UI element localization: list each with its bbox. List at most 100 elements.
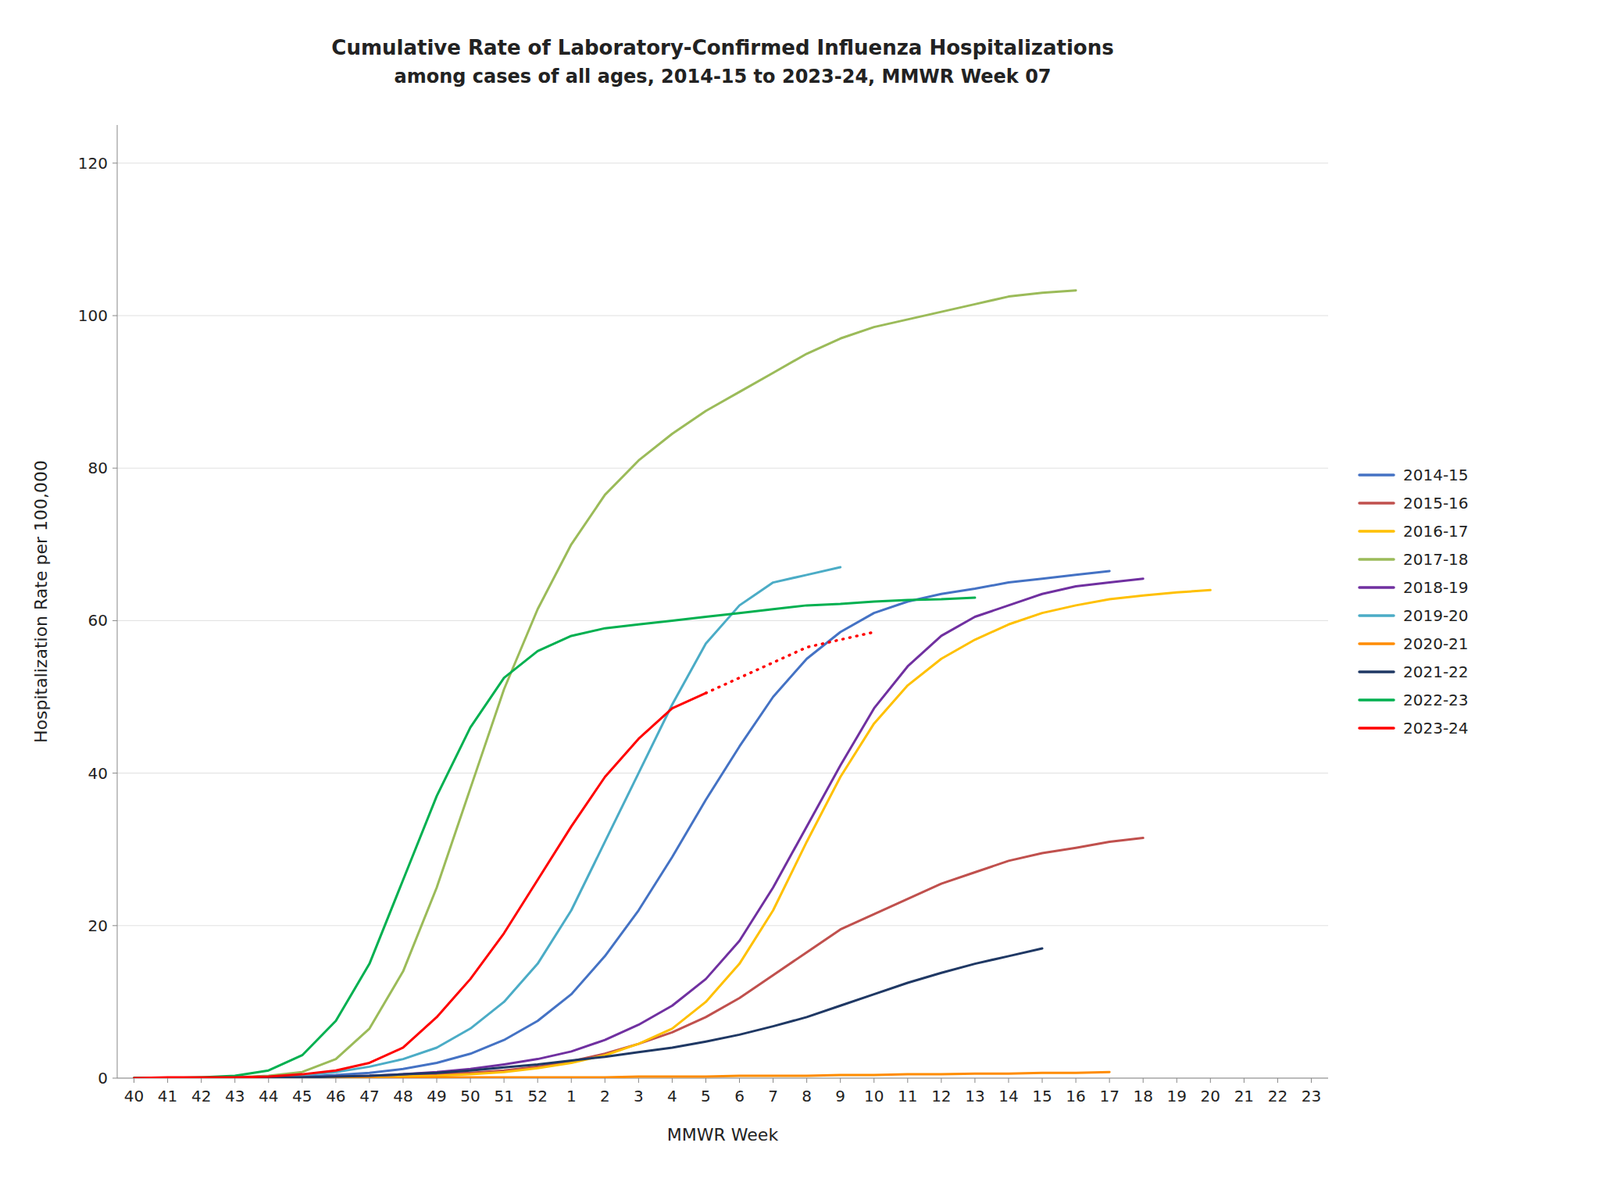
x-tick-label: 16	[1065, 1086, 1086, 1106]
x-tick	[940, 1078, 942, 1083]
legend-label: 2019-20	[1403, 606, 1469, 625]
subtitle: among cases of all ages, 2014-15 to 2023…	[393, 65, 1051, 88]
legend-swatch	[1359, 670, 1394, 674]
x-tick-label: 44	[258, 1086, 279, 1106]
legend-swatch	[1359, 698, 1394, 702]
grid	[117, 163, 1329, 1079]
x-tick-label: 18	[1132, 1086, 1153, 1106]
y-tick-label: 20	[88, 916, 108, 936]
x-tick-label: 2	[600, 1086, 611, 1106]
x-tick-label: 21	[1234, 1086, 1254, 1106]
y-tick-label: 60	[88, 610, 108, 630]
x-tick-label: 40	[124, 1086, 144, 1106]
series-line	[134, 838, 1144, 1079]
x-tick-label: 20	[1200, 1086, 1221, 1106]
series-line	[134, 567, 841, 1079]
x-tick-label: 1	[566, 1086, 577, 1106]
x-tick-label: 11	[897, 1086, 918, 1106]
legend-swatch	[1359, 557, 1394, 561]
legend-label: 2020-21	[1403, 634, 1469, 654]
x-tick	[1075, 1078, 1077, 1083]
legend-label: 2022-23	[1403, 690, 1469, 710]
y-tick	[112, 1078, 118, 1079]
x-tick	[1109, 1078, 1111, 1083]
x-tick	[638, 1078, 640, 1083]
legend-label: 2023-24	[1403, 718, 1469, 738]
x-tick-label: 23	[1301, 1086, 1322, 1106]
x-tick-label: 14	[998, 1086, 1018, 1106]
x-tick	[907, 1078, 908, 1083]
x-tick-label: 48	[392, 1086, 413, 1106]
x-tick-label: 13	[964, 1086, 985, 1106]
x-tick-label: 45	[292, 1086, 312, 1106]
legend-swatch	[1359, 585, 1394, 590]
legend-swatch	[1359, 473, 1394, 477]
grid-line	[117, 467, 1329, 469]
x-tick	[470, 1078, 472, 1083]
y-tick	[112, 772, 118, 774]
x-tick-label: 9	[835, 1086, 846, 1106]
y-tick	[112, 315, 118, 317]
series-line	[705, 632, 874, 693]
grid-line	[117, 925, 1329, 926]
x-tick-label: 46	[325, 1086, 346, 1106]
series-line	[134, 948, 1043, 1079]
x-tick-label: 51	[493, 1086, 514, 1106]
legend-swatch	[1359, 501, 1394, 505]
x-tick	[1243, 1078, 1245, 1083]
legend-label: 2015-16	[1403, 493, 1469, 513]
x-tick-label: 3	[633, 1086, 644, 1106]
y-tick	[112, 925, 118, 926]
x-tick	[1277, 1078, 1279, 1083]
y-axis-line	[117, 125, 118, 1079]
x-tick	[571, 1078, 572, 1083]
x-tick	[772, 1078, 774, 1083]
y-tick	[112, 162, 118, 164]
grid-line	[117, 315, 1329, 317]
legend-swatch	[1359, 614, 1394, 618]
x-tick	[671, 1078, 673, 1083]
series-line	[134, 290, 1077, 1079]
x-tick	[335, 1078, 336, 1083]
chart: Cumulative Rate of Laboratory-Confirmed …	[0, 0, 1600, 1200]
legend-label: 2017-18	[1403, 550, 1469, 569]
x-axis-label: MMWR Week	[667, 1125, 779, 1145]
series-line	[134, 578, 1144, 1079]
x-tick-label: 19	[1167, 1086, 1187, 1106]
x-tick-label: 7	[767, 1086, 779, 1106]
x-tick	[739, 1078, 740, 1083]
x-tick	[1176, 1078, 1178, 1083]
x-tick-label: 4	[667, 1086, 678, 1106]
x-tick	[402, 1078, 404, 1083]
legend-swatch	[1359, 642, 1394, 646]
x-tick-label: 52	[527, 1086, 547, 1106]
legend: 2014-152015-162016-172017-182018-192019-…	[1359, 465, 1469, 738]
legend-label: 2016-17	[1403, 521, 1469, 541]
x-tick	[537, 1078, 539, 1083]
x-tick	[873, 1078, 875, 1083]
x-tick	[839, 1078, 841, 1083]
y-tick-label: 100	[78, 306, 108, 325]
y-axis-label: Hospitalization Rate per 100,000	[31, 460, 51, 743]
legend-swatch	[1359, 529, 1394, 533]
x-tick	[1042, 1078, 1043, 1083]
x-tick-label: 10	[864, 1086, 884, 1106]
x-tick	[604, 1078, 606, 1083]
axes: 0204060801001204041424344454647484950515…	[78, 125, 1329, 1106]
x-tick-label: 15	[1032, 1086, 1052, 1106]
series-line	[134, 692, 707, 1079]
x-tick	[234, 1078, 236, 1083]
x-tick-label: 50	[460, 1086, 480, 1106]
x-tick	[1142, 1078, 1144, 1083]
x-tick	[806, 1078, 808, 1083]
x-tick	[133, 1078, 135, 1083]
legend-label: 2018-19	[1403, 578, 1469, 597]
y-tick	[112, 467, 118, 469]
x-tick	[436, 1078, 438, 1083]
series-line	[134, 597, 975, 1079]
x-tick	[267, 1078, 269, 1083]
legend-swatch	[1359, 726, 1394, 730]
x-tick	[974, 1078, 975, 1083]
x-tick-label: 42	[191, 1086, 211, 1106]
y-tick-label: 40	[88, 764, 108, 783]
